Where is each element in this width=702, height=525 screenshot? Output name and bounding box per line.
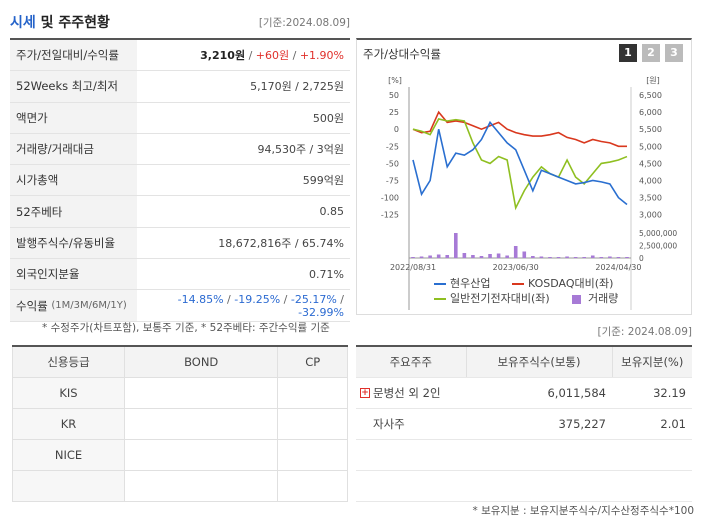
vol-tick-label: 2,500,000: [639, 242, 677, 251]
vol-tick-label: 0: [639, 254, 644, 263]
volume-bar: [582, 257, 586, 258]
legend-label: 거래량: [588, 292, 618, 305]
chart-tab-2[interactable]: 2: [642, 44, 660, 62]
credit-header-bond: BOND: [123, 345, 279, 378]
volume-bar: [419, 256, 424, 258]
kosdaq-line: [412, 110, 627, 148]
holder-row: 자사주 375,227 2.01: [356, 408, 692, 440]
chart-tab-3[interactable]: 3: [665, 44, 683, 62]
y-tick-label: -100: [381, 194, 399, 203]
volume-bar: [565, 256, 569, 258]
credit-agency: KR: [12, 407, 125, 440]
chart-tabs: 1 2 3: [619, 44, 683, 62]
expand-icon[interactable]: +: [360, 388, 370, 398]
volume-bar: [531, 256, 535, 258]
volume-bar: [608, 256, 612, 258]
left-unit-label: [%]: [388, 76, 402, 85]
y2-tick-label: 3,500: [639, 194, 662, 203]
right-unit-label: [원]: [646, 76, 660, 85]
credit-header-cp: CP: [277, 345, 348, 378]
holders-header-name: 주요주주: [356, 346, 466, 378]
holders-table: 주요주주 보유주식수(보통) 보유지분(%) + 문병선 외 2인 6,011,5…: [356, 345, 692, 502]
credit-table: 신용등급 BOND CP KIS KR NICE: [12, 345, 348, 502]
volume-bar: [436, 254, 441, 258]
volume-bar: [411, 257, 415, 258]
y2-tick-label: 6,500: [639, 91, 662, 100]
holders-date: [기준: 2024.08.09]: [597, 326, 692, 338]
holders-note: * 보유지분 : 보유지분주식수/지수산정주식수*100: [472, 505, 694, 517]
volume-bar: [479, 256, 484, 258]
volume-bar: [522, 251, 527, 258]
chart-title: 주가/상대수익률: [363, 47, 441, 61]
market-cap-row: 시가총액 599억원: [10, 165, 350, 197]
sector-line: [412, 118, 628, 211]
volume-bar: [548, 257, 552, 258]
credit-header-rating: 신용등급: [12, 345, 125, 378]
vol-tick-label: 5,000,000: [639, 229, 677, 238]
price-row: 주가/전일대비/수익률 3,210원 / +60원 / +1.90%: [10, 40, 350, 72]
volume-bar: [428, 255, 432, 258]
price-chart: [%] [원] 50 25 0 -25 -50 -75 -100 -125 6,500 6,000 5,…: [381, 76, 677, 310]
volume-bar: [573, 257, 578, 258]
legend-label: 일반전기전자대비(좌): [450, 291, 550, 305]
summary-note: * 수정주가(차트포함), 보통주 기준, * 52주베타: 주간수익률 기준: [42, 322, 330, 334]
chart-tab-1[interactable]: 1: [619, 44, 637, 62]
volume-bar: [496, 253, 501, 258]
x-tick-label: 2023/06/30: [493, 263, 539, 272]
y-tick-label: -125: [381, 211, 399, 220]
volume-bar: [513, 246, 518, 258]
holders-header-pct: 보유지분(%): [611, 346, 692, 378]
credit-agency: NICE: [12, 438, 125, 471]
volume-bar: [556, 257, 561, 258]
volume-bar: [539, 256, 544, 258]
holder-row: [356, 470, 692, 502]
volume-bar: [625, 257, 629, 258]
volume-bar: [445, 255, 450, 258]
y2-tick-label: 5,500: [639, 125, 662, 134]
volume-bar: [616, 257, 621, 258]
x-tick-label: 2022/08/31: [390, 263, 436, 272]
summary-table: 주가/전일대비/수익률 3,210원 / +60원 / +1.90% 52Wee…: [10, 38, 350, 322]
y2-tick-label: 6,000: [639, 108, 662, 117]
y-tick-label: 25: [389, 108, 399, 117]
y-tick-label: -75: [386, 177, 399, 186]
x-tick-label: 2024/04/30: [595, 263, 641, 272]
52w-row: 52Weeks 최고/최저 5,170원 / 2,725원: [10, 71, 350, 103]
section-title: 시세 및 주주현황: [10, 15, 110, 31]
holder-row: [356, 439, 692, 471]
y2-tick-label: 3,000: [639, 211, 662, 220]
volume-row: 거래량/거래대금 94,530주 / 3억원: [10, 133, 350, 166]
credit-agency: KIS: [12, 376, 125, 409]
shares-row: 발행주식수/유동비율 18,672,816주 / 65.74%: [10, 227, 350, 260]
foreign-row: 외국인지분율 0.71%: [10, 259, 350, 291]
volume-bar: [488, 254, 492, 258]
holder-row: + 문병선 외 2인 6,011,584 32.19: [356, 377, 692, 409]
beta-row: 52주베타 0.85: [10, 196, 350, 228]
y2-tick-label: 4,000: [639, 177, 662, 186]
y-tick-label: -50: [386, 159, 399, 168]
chart-panel: 주가/상대수익률 1 2 3 [%] [원] 50 25 0 -25 -50 -75 -100 -…: [356, 38, 692, 315]
volume-bar: [462, 253, 467, 258]
legend-label: KOSDAQ대비(좌): [528, 277, 613, 290]
price-line: [412, 120, 628, 206]
volume-bar: [471, 255, 475, 258]
y-tick-label: -25: [386, 142, 399, 151]
y-tick-label: 50: [389, 91, 399, 100]
legend-swatch: [572, 295, 581, 304]
y-tick-label: 0: [394, 125, 399, 134]
y2-tick-label: 5,000: [639, 142, 662, 151]
legend-label: 현우산업: [450, 277, 490, 290]
returns-row: 수익률 (1M/3M/6M/1Y) -14.85% / -19.25% / -2…: [10, 290, 350, 322]
volume-bar: [590, 255, 595, 258]
par-value-row: 액면가 500원: [10, 102, 350, 134]
volume-bar: [599, 257, 604, 258]
volume-bar: [454, 233, 458, 258]
credit-agency: [12, 469, 125, 502]
holders-header-shares: 보유주식수(보통): [465, 346, 612, 378]
base-date: [기준:2024.08.09]: [258, 17, 350, 29]
volume-bar: [505, 255, 509, 258]
y2-tick-label: 4,500: [639, 159, 662, 168]
